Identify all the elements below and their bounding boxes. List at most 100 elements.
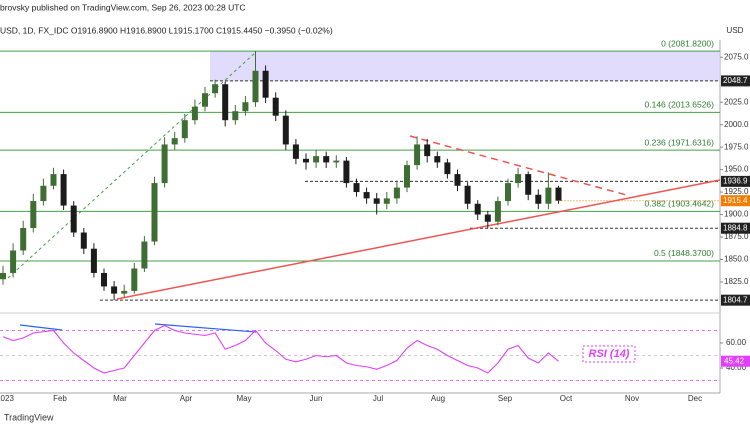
candle-body <box>40 185 47 202</box>
candle-body <box>232 111 239 121</box>
candle-body <box>343 160 350 184</box>
x-tick-label: Jul <box>373 394 383 403</box>
y-tick-label: 1875.0 <box>724 232 749 241</box>
candle-body <box>50 174 57 186</box>
candle-body <box>363 192 370 199</box>
candle-body <box>535 194 542 204</box>
candle-body <box>222 84 229 121</box>
candle-body <box>131 268 138 291</box>
x-tick-label: Apr <box>180 394 193 403</box>
candle-body <box>292 144 299 159</box>
green-trend <box>7 51 257 279</box>
candle-body <box>191 106 198 121</box>
candle-body <box>161 144 168 184</box>
candle-body <box>414 144 421 166</box>
rsi-label: RSI (14) <box>589 348 630 360</box>
candle-body <box>393 187 400 199</box>
fib-label: 0 (2081.8200) <box>661 38 714 48</box>
candle-body <box>383 198 390 204</box>
candle-body <box>121 290 128 294</box>
divergence <box>19 324 63 331</box>
x-tick-label: Jun <box>310 394 323 403</box>
candle-body <box>202 93 208 107</box>
last-price-tag <box>721 195 750 207</box>
candle-body <box>434 156 441 163</box>
fib-zone <box>210 51 720 81</box>
y-tick-label: 2075.0 <box>724 52 749 61</box>
fib-label: 0.5 (1848.3700) <box>654 248 714 258</box>
candle-body <box>313 156 320 163</box>
candle-body <box>353 183 360 193</box>
candle-body <box>282 115 289 145</box>
candle-body <box>333 160 340 163</box>
price-tag-label: 1804.7 <box>723 295 748 304</box>
candle-body <box>272 97 279 116</box>
y-tick-label: 1950.0 <box>724 165 749 174</box>
candle-body <box>484 214 491 222</box>
candle-body <box>474 203 481 215</box>
price-tag <box>721 175 750 187</box>
x-tick-label: May <box>236 394 251 403</box>
candle-body <box>60 174 67 206</box>
candle-body <box>212 84 219 94</box>
candle-body <box>171 138 178 145</box>
x-tick-label: Aug <box>431 394 445 403</box>
price-tag <box>721 222 750 234</box>
candle-body <box>20 228 27 251</box>
candle-body <box>454 174 461 186</box>
publisher: brovsky published on TradingView.com, Se… <box>0 2 246 12</box>
candle-body <box>151 183 158 242</box>
candle-body <box>70 205 77 233</box>
x-tick-label: Oct <box>560 394 573 403</box>
y-tick-label: 1925.0 <box>724 187 749 196</box>
candle-body <box>141 241 148 269</box>
x-tick-label: Feb <box>53 394 67 403</box>
candle-body <box>323 156 330 163</box>
footer: TradingView <box>4 412 54 422</box>
currency: USD <box>727 26 744 35</box>
candle-body <box>404 165 410 188</box>
candle-body <box>181 120 188 139</box>
candle-body <box>111 286 118 294</box>
rsi-tick-label: 40.00 <box>726 363 747 372</box>
candle-body <box>373 198 380 204</box>
candle-body <box>555 187 562 201</box>
y-tick-label: 2025.0 <box>724 97 749 106</box>
rsi-tag <box>721 355 750 367</box>
rsi-line <box>2 324 559 374</box>
candle-body <box>303 158 309 163</box>
fib-label: 0.146 (2013.6526) <box>645 100 715 110</box>
price-tag-label: 1884.8 <box>723 223 748 232</box>
x-tick-label: Nov <box>625 394 639 403</box>
rsi-tick-label: 60.00 <box>726 338 747 347</box>
price-tag-label: 2048.7 <box>723 76 748 85</box>
x-tick-label: Sep <box>498 394 513 403</box>
rsi-tag-label: 45.42 <box>724 356 745 365</box>
candle-body <box>252 70 259 103</box>
price-tag-label: 1936.9 <box>723 176 748 185</box>
y-tick-label: 1825.0 <box>724 277 749 286</box>
x-tick-label: 2023 <box>0 394 14 403</box>
support-line <box>116 179 721 300</box>
candle-body <box>444 162 451 175</box>
candle-body <box>515 174 522 184</box>
candle-body <box>0 272 6 280</box>
candle-body <box>525 174 532 195</box>
y-tick-label: 1975.0 <box>724 142 749 151</box>
candle-body <box>90 248 97 273</box>
candle-body <box>545 187 552 204</box>
candle-body <box>424 144 431 157</box>
candle-body <box>505 183 511 202</box>
x-tick-label: Dec <box>688 394 702 403</box>
divergence <box>154 323 257 333</box>
candle-body <box>242 102 249 112</box>
y-tick-label: 1850.0 <box>724 255 749 264</box>
fib-label: 0.382 (1903.4642) <box>645 199 715 209</box>
candle-body <box>494 201 501 222</box>
candle-body <box>262 70 269 98</box>
fib-label: 0.236 (1971.6316) <box>645 137 715 147</box>
candle-body <box>10 250 17 273</box>
y-tick-label: 2000.0 <box>724 120 749 129</box>
x-tick-label: Mar <box>113 394 127 403</box>
